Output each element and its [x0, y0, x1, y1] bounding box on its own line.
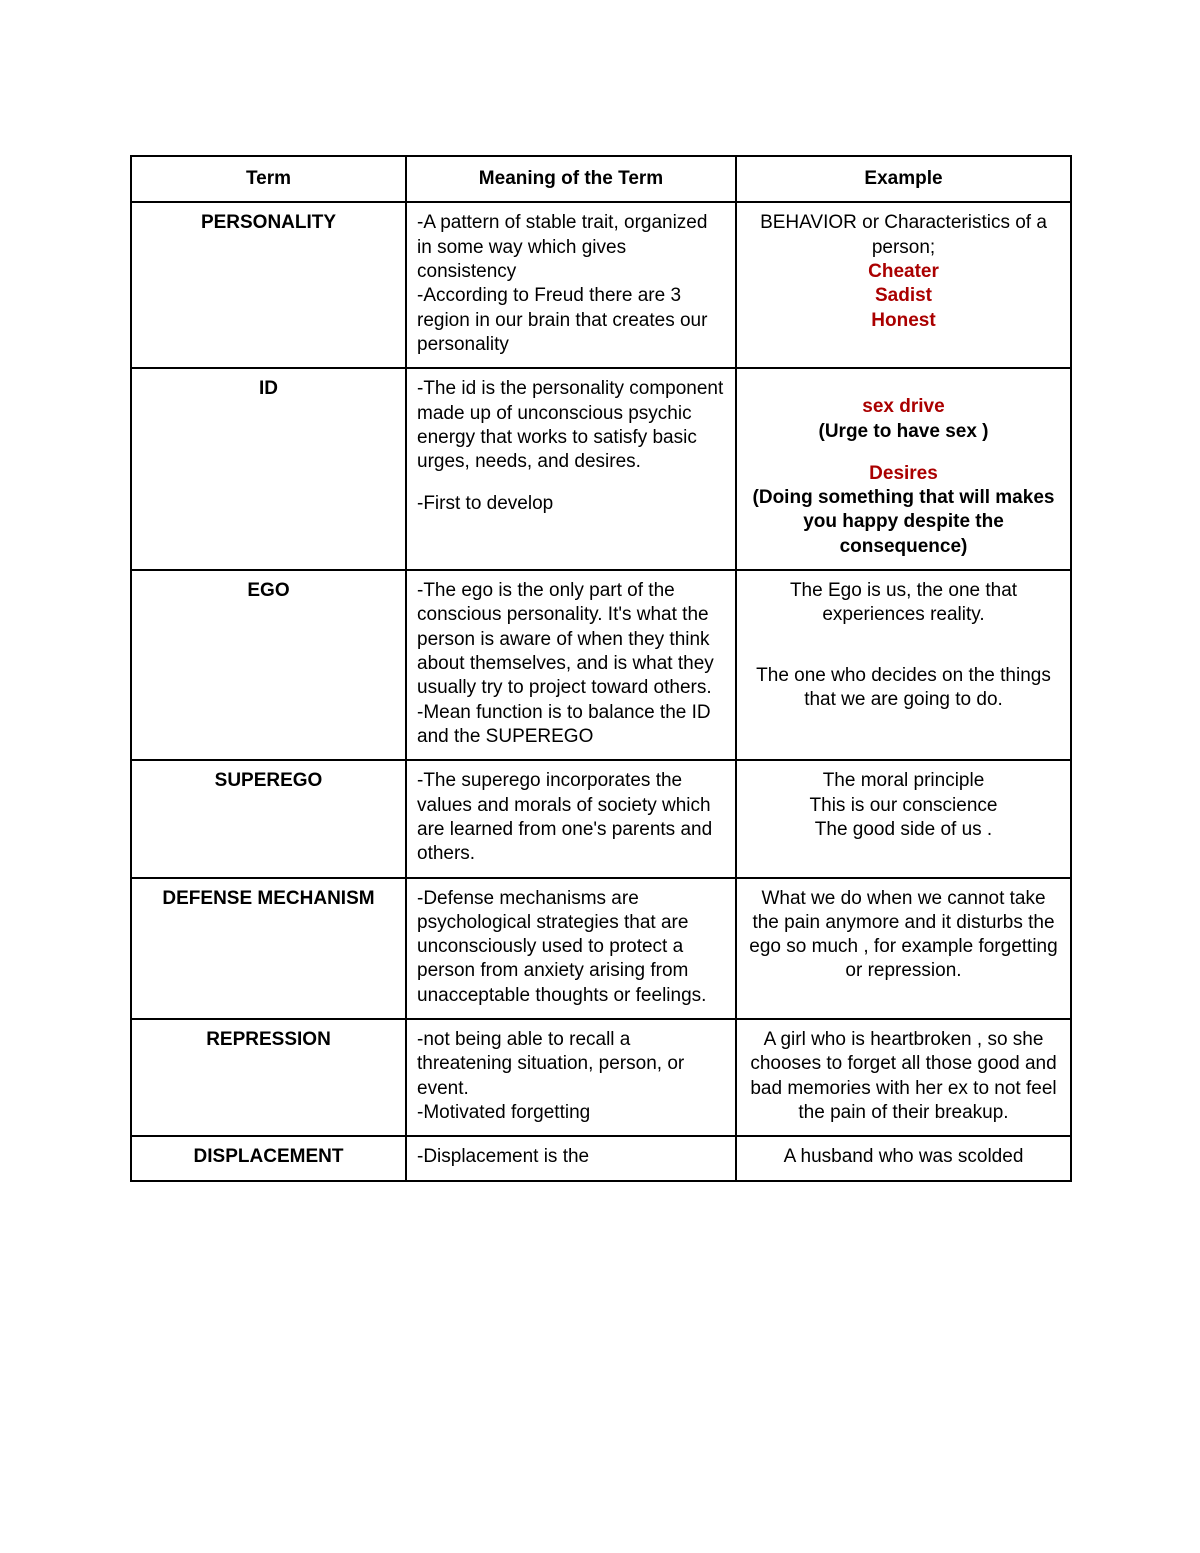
- spacer: [747, 646, 1060, 664]
- example-red-line: Honest: [747, 309, 1060, 333]
- table-row: DEFENSE MECHANISM -Defense mechanisms ar…: [131, 878, 1071, 1020]
- example-cell: A husband who was scolded: [736, 1136, 1071, 1180]
- term-cell: SUPEREGO: [131, 760, 406, 877]
- psychology-terms-table: Term Meaning of the Term Example PERSONA…: [130, 155, 1072, 1182]
- meaning-cell: -not being able to recall a threatening …: [406, 1019, 736, 1136]
- example-sub-line: (Urge to have sex ): [747, 420, 1060, 444]
- example-paragraph: The one who decides on the things that w…: [747, 664, 1060, 713]
- term-cell: ID: [131, 368, 406, 570]
- spacer: [747, 377, 1060, 395]
- example-cell: The moral principleThis is our conscienc…: [736, 760, 1071, 877]
- term-cell: REPRESSION: [131, 1019, 406, 1136]
- example-red-line: Sadist: [747, 284, 1060, 308]
- example-cell: A girl who is heartbroken , so she choos…: [736, 1019, 1071, 1136]
- table-row: ID -The id is the personality component …: [131, 368, 1071, 570]
- table-row: EGO -The ego is the only part of the con…: [131, 570, 1071, 760]
- term-cell: DEFENSE MECHANISM: [131, 878, 406, 1020]
- col-header-meaning: Meaning of the Term: [406, 156, 736, 202]
- term-cell: PERSONALITY: [131, 202, 406, 368]
- example-paragraph: The Ego is us, the one that experiences …: [747, 579, 1060, 628]
- col-header-example: Example: [736, 156, 1071, 202]
- example-red-line: sex drive: [747, 395, 1060, 419]
- example-red-line: Cheater: [747, 260, 1060, 284]
- term-cell: DISPLACEMENT: [131, 1136, 406, 1180]
- meaning-paragraph: -The id is the personality component mad…: [417, 377, 725, 474]
- table-row: DISPLACEMENT -Displacement is the A husb…: [131, 1136, 1071, 1180]
- table-row: PERSONALITY -A pattern of stable trait, …: [131, 202, 1071, 368]
- spacer: [417, 474, 725, 492]
- table-row: REPRESSION -not being able to recall a t…: [131, 1019, 1071, 1136]
- example-cell: What we do when we cannot take the pain …: [736, 878, 1071, 1020]
- meaning-cell: -Defense mechanisms are psychological st…: [406, 878, 736, 1020]
- example-cell: The Ego is us, the one that experiences …: [736, 570, 1071, 760]
- example-cell: BEHAVIOR or Characteristics of a person;…: [736, 202, 1071, 368]
- meaning-cell: -A pattern of stable trait, organized in…: [406, 202, 736, 368]
- col-header-term: Term: [131, 156, 406, 202]
- meaning-cell: -The id is the personality component mad…: [406, 368, 736, 570]
- meaning-cell: -Displacement is the: [406, 1136, 736, 1180]
- spacer: [747, 444, 1060, 462]
- document-page: Term Meaning of the Term Example PERSONA…: [0, 0, 1200, 1553]
- table-header-row: Term Meaning of the Term Example: [131, 156, 1071, 202]
- spacer: [747, 628, 1060, 646]
- example-red-line: Desires: [747, 462, 1060, 486]
- meaning-cell: -The ego is the only part of the conscio…: [406, 570, 736, 760]
- example-intro: BEHAVIOR or Characteristics of a person;: [747, 211, 1060, 260]
- example-cell: sex drive (Urge to have sex ) Desires (D…: [736, 368, 1071, 570]
- term-cell: EGO: [131, 570, 406, 760]
- example-sub-line: (Doing something that will makes you hap…: [747, 486, 1060, 559]
- table-row: SUPEREGO -The superego incorporates the …: [131, 760, 1071, 877]
- meaning-paragraph: -First to develop: [417, 492, 725, 516]
- meaning-cell: -The superego incorporates the values an…: [406, 760, 736, 877]
